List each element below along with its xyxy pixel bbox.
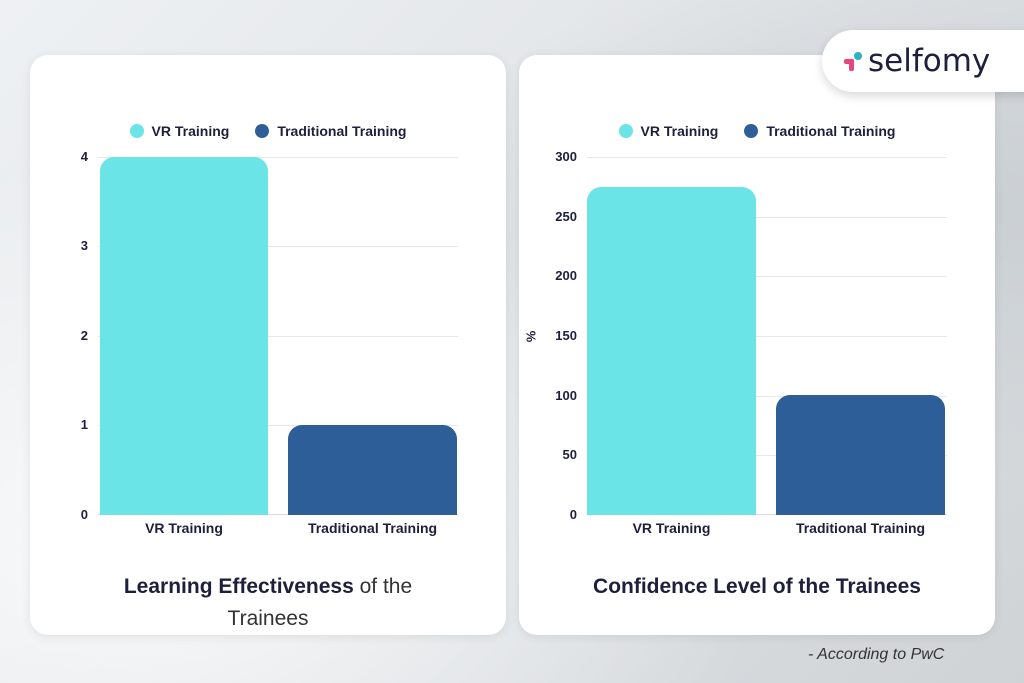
bar-vr-training	[100, 157, 268, 515]
y-tick: 2	[80, 328, 88, 343]
bar-traditional-training	[288, 425, 457, 515]
legend-item-vr: VR Training	[618, 123, 719, 139]
x-label: VR Training	[632, 520, 711, 536]
y-tick: 200	[555, 268, 577, 283]
legend-label: VR Training	[640, 123, 719, 139]
y-tick: 4	[80, 149, 88, 164]
title-line2: Trainees	[227, 607, 309, 630]
title-bold: Learning Effectiveness	[123, 575, 354, 598]
y-tick: 100	[555, 388, 577, 403]
legend-dot-icon	[255, 124, 270, 138]
title-rest: of the	[353, 575, 413, 598]
y-axis-label: %	[523, 330, 539, 343]
legend-label: Traditional Training	[277, 123, 407, 139]
chart-card-confidence-level: VR Training Traditional Training % 300 2…	[519, 55, 995, 635]
selfomy-logo-icon	[844, 52, 862, 71]
legend-item-traditional: Traditional Training	[255, 123, 406, 139]
chart-title: Learning Effectiveness of the Trainees	[30, 571, 506, 635]
legend-item-traditional: Traditional Training	[744, 123, 895, 139]
y-tick: 0	[569, 507, 577, 522]
chart-legend: VR Training Traditional Training	[519, 123, 995, 139]
chart-title: Confidence Level of the Trainees	[519, 571, 995, 603]
x-label: Traditional Training	[307, 520, 438, 536]
legend-item-vr: VR Training	[129, 123, 230, 139]
legend-dot-icon	[744, 124, 759, 138]
logo-text: selfomy	[868, 43, 991, 79]
chart-legend: VR Training Traditional Training	[30, 123, 506, 139]
bar-traditional-training	[776, 395, 945, 515]
y-tick: 50	[562, 447, 577, 462]
y-tick: 300	[555, 149, 577, 164]
legend-dot-icon	[618, 124, 633, 138]
chart-card-learning-effectiveness: VR Training Traditional Training 4 3 2 1…	[30, 55, 506, 635]
y-tick: 250	[555, 209, 577, 224]
legend-label: VR Training	[151, 123, 230, 139]
y-tick: 0	[80, 507, 88, 522]
bar-vr-training	[587, 187, 756, 515]
y-tick: 3	[80, 238, 88, 253]
plot-area	[98, 157, 458, 515]
source-note: - According to PwC	[808, 646, 945, 663]
x-label: Traditional Training	[795, 520, 926, 536]
x-label: VR Training	[145, 520, 223, 536]
selfomy-logo: selfomy	[822, 30, 1024, 92]
y-tick: 150	[555, 328, 577, 343]
y-tick: 1	[80, 417, 88, 432]
legend-label: Traditional Training	[766, 123, 896, 139]
legend-dot-icon	[129, 124, 144, 138]
title-text: Confidence Level of the Trainees	[593, 575, 921, 598]
plot-area	[587, 157, 947, 515]
